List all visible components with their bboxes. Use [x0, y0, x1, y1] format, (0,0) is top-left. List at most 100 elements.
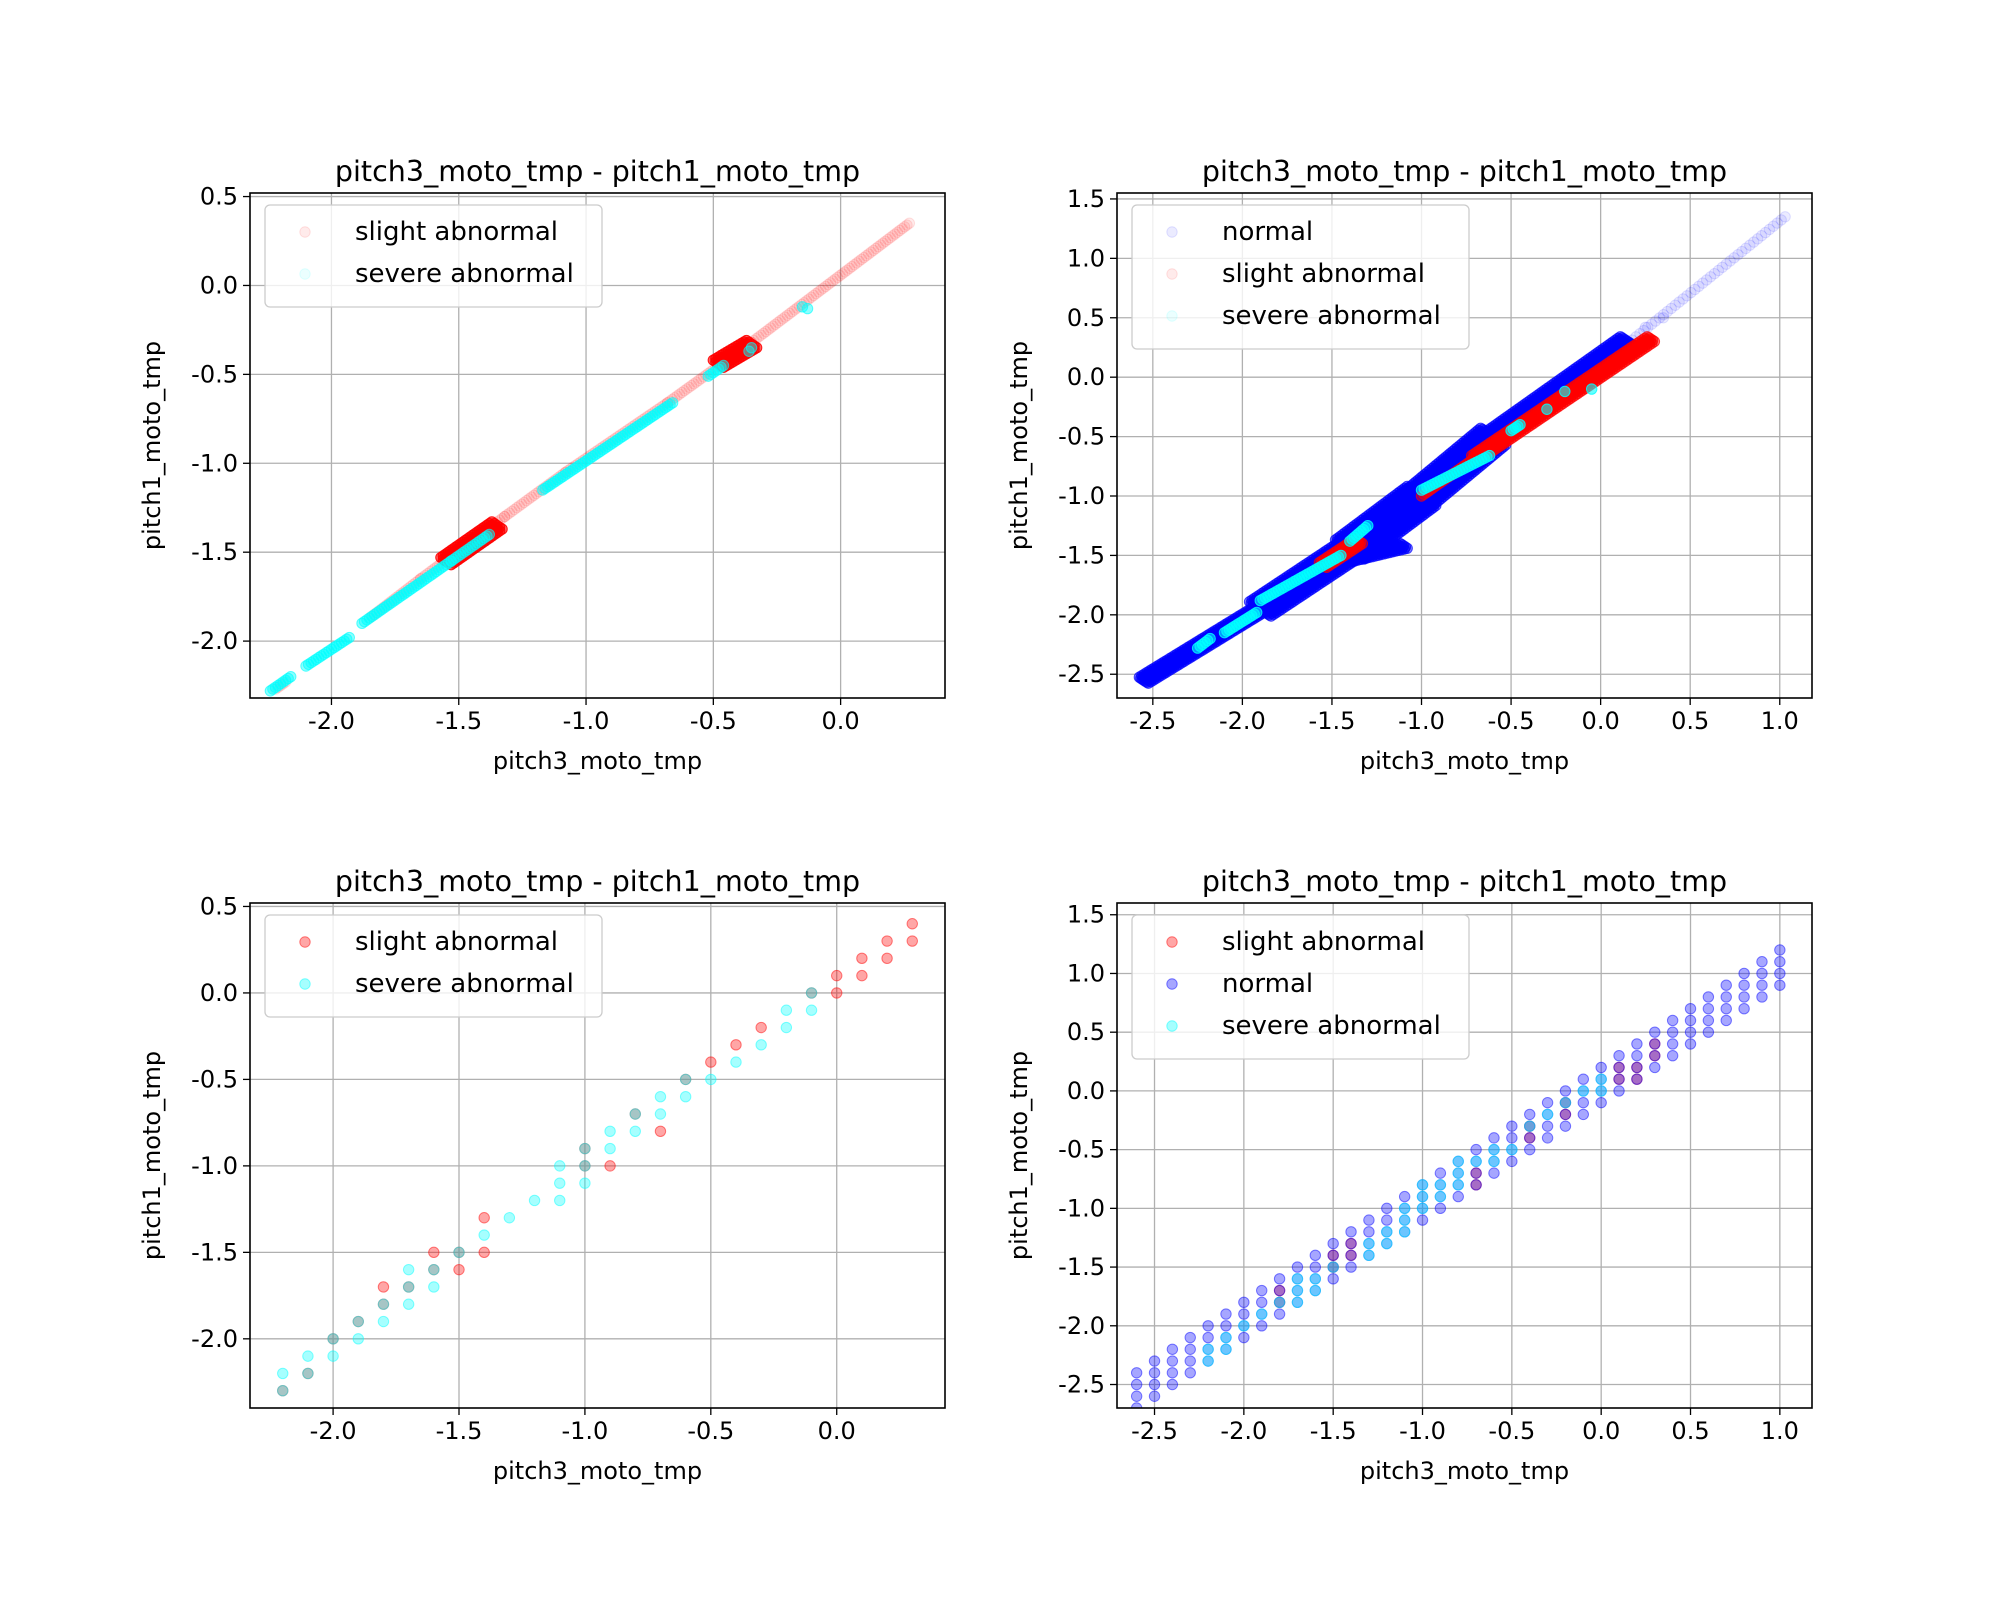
point-severe-abnormal	[1202, 1343, 1214, 1355]
point-normal	[1666, 1049, 1679, 1062]
plot-data	[1133, 211, 1791, 689]
point-severe-abnormal	[1452, 1155, 1464, 1168]
point-normal	[1345, 1226, 1357, 1238]
point-normal	[1166, 1378, 1179, 1391]
y-axis-label: pitch1_moto_tmp	[1005, 1051, 1033, 1260]
point-normal	[1148, 1378, 1161, 1391]
point-severe-abnormal	[604, 1142, 616, 1155]
point-normal	[1327, 1237, 1339, 1250]
point-slight-abnormal	[1327, 1261, 1339, 1273]
point-normal	[1291, 1273, 1304, 1285]
point-normal	[1702, 991, 1715, 1003]
point-normal	[1673, 296, 1685, 308]
subplot-1: -2.0 -1.5 -1.0 -0.5 0.0 -2.0 -1.5 -1.0 -0.5 0.0 0.…	[138, 155, 946, 775]
point-normal	[1702, 1026, 1715, 1038]
point-normal	[1184, 1367, 1196, 1379]
x-tick-label: -2.5	[1129, 707, 1176, 735]
y-tick-label: -0.5	[191, 360, 238, 388]
point-slight-abnormal	[824, 277, 837, 289]
point-normal	[1702, 1014, 1715, 1027]
point-severe-abnormal	[478, 1229, 490, 1241]
point-severe-abnormal	[1577, 1085, 1590, 1097]
point-normal	[1524, 1143, 1536, 1156]
y-tick-label: 1.5	[1067, 185, 1105, 213]
point-severe-abnormal	[1470, 1155, 1482, 1168]
legend-label: slight abnormal	[1222, 259, 1425, 289]
point-severe-abnormal	[666, 397, 679, 409]
x-tick-label: 1.0	[1761, 1417, 1799, 1445]
point-slight-abnormal	[277, 1385, 289, 1397]
point-normal	[1763, 223, 1776, 236]
point-normal	[1398, 1226, 1411, 1238]
point-severe-abnormal	[1416, 1202, 1429, 1215]
point-slight-abnormal	[327, 1333, 339, 1345]
point-normal	[1541, 1108, 1554, 1121]
point-slight-abnormal	[841, 264, 853, 276]
point-severe-abnormal	[1238, 1320, 1250, 1332]
grid	[250, 903, 945, 1408]
point-normal	[1238, 1331, 1250, 1344]
y-tick-label: -0.5	[1058, 423, 1105, 451]
point-slight-abnormal	[1524, 1120, 1536, 1132]
legend: slight abnormal severe abnormal	[264, 204, 603, 308]
point-normal	[1148, 1390, 1161, 1402]
point-slight-abnormal	[721, 353, 734, 366]
legend-marker	[299, 978, 311, 990]
point-normal	[1631, 1038, 1643, 1050]
x-tick-label: -0.5	[1488, 707, 1535, 735]
point-slight-abnormal	[884, 231, 896, 244]
point-slight-abnormal	[678, 385, 691, 397]
point-slight-abnormal	[805, 987, 818, 999]
point-severe-abnormal	[1291, 1273, 1304, 1285]
point-normal	[1666, 1038, 1679, 1050]
point-severe-abnormal	[343, 631, 355, 644]
point-normal	[1541, 1132, 1554, 1144]
point-normal	[1130, 1367, 1143, 1379]
point-slight-abnormal	[1613, 1073, 1625, 1085]
point-normal	[1416, 1214, 1429, 1226]
point-slight-abnormal	[724, 352, 736, 364]
legend-marker	[1166, 1020, 1178, 1032]
y-tick-label: -2.5	[1058, 1371, 1105, 1399]
point-slight-abnormal	[879, 235, 892, 247]
point-slight-abnormal	[453, 1246, 465, 1259]
point-severe-abnormal	[1202, 1355, 1214, 1367]
y-tick-label: -2.0	[191, 627, 238, 655]
point-normal	[1202, 1320, 1214, 1332]
point-slight-abnormal	[865, 246, 877, 258]
point-normal	[1273, 1308, 1286, 1320]
point-severe-abnormal	[579, 1160, 591, 1172]
y-tick-label: 0.5	[200, 892, 238, 920]
x-tick-label: 0.5	[1671, 707, 1709, 735]
y-tick-label: -2.0	[191, 1325, 238, 1353]
point-slight-abnormal	[302, 1367, 314, 1380]
point-normal	[1720, 1014, 1732, 1027]
point-slight-abnormal	[523, 493, 535, 505]
point-slight-abnormal	[906, 918, 918, 930]
point-normal	[1665, 302, 1677, 315]
legend-label: slight abnormal	[1222, 927, 1425, 957]
point-severe-abnormal	[352, 1333, 364, 1345]
point-slight-abnormal	[748, 334, 760, 347]
point-normal	[1649, 1038, 1661, 1050]
point-normal	[1506, 1120, 1518, 1132]
point-severe-abnormal	[402, 1263, 415, 1276]
point-severe-abnormal	[402, 1298, 415, 1310]
point-severe-abnormal	[1585, 383, 1598, 395]
y-tick-label: 0.5	[1067, 304, 1105, 332]
point-slight-abnormal	[877, 237, 889, 249]
point-slight-abnormal	[513, 500, 525, 512]
point-severe-abnormal	[1434, 1190, 1447, 1203]
point-slight-abnormal	[402, 1281, 415, 1293]
point-normal	[1273, 1296, 1286, 1309]
point-normal	[1434, 1190, 1447, 1203]
point-slight-abnormal	[515, 498, 528, 510]
point-severe-abnormal	[327, 1333, 339, 1345]
point-severe-abnormal	[554, 1177, 566, 1189]
point-slight-abnormal	[733, 345, 746, 357]
legend-marker	[1166, 268, 1178, 280]
point-slight-abnormal	[901, 219, 913, 231]
point-slight-abnormal	[827, 275, 839, 287]
point-slight-abnormal	[846, 260, 858, 273]
x-tick-label: 0.0	[818, 1417, 856, 1445]
